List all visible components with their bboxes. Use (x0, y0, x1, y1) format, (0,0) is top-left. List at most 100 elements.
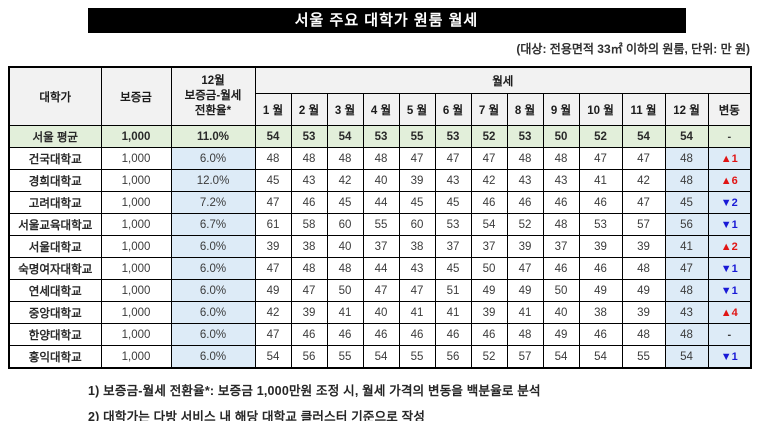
rent-month-11: 48 (621, 323, 666, 346)
month-header-3: 3 월 (326, 93, 364, 126)
rent-month-7: 39 (470, 301, 508, 324)
footnote-1: 1) 보증금-월세 전환율*: 보증금 1,000만원 조정 시, 월세 가격의… (88, 384, 541, 398)
change-down-indicator: ▼1 (720, 350, 738, 363)
conversion-rate-value: 7.2% (170, 191, 256, 214)
month-header-1: 1 월 (254, 93, 292, 126)
conversion-header-line: 전환율* (194, 104, 232, 117)
conversion-rate-value: 6.0% (170, 323, 256, 346)
change-cell: ▲6 (707, 169, 752, 192)
rent-month-4: 40 (362, 301, 400, 324)
deposit-value: 1,000 (100, 213, 172, 236)
change-cell: - (707, 125, 752, 148)
rent-month-6: 53 (434, 213, 472, 236)
rent-month-7: 47 (470, 147, 508, 170)
rent-month-8: 41 (506, 301, 544, 324)
rent-month-6: 41 (434, 301, 472, 324)
conversion-header-line: 12월 (201, 75, 225, 88)
rent-month-9: 46 (542, 257, 580, 280)
rent-month-5: 45 (398, 191, 436, 214)
rent-month-4: 47 (362, 279, 400, 302)
rent-month-7: 37 (470, 235, 508, 258)
conversion-rate-value: 11.0% (170, 125, 256, 148)
change-cell: ▲2 (707, 235, 752, 258)
deposit-value: 1,000 (100, 191, 172, 214)
conversion-rate-value: 6.0% (170, 279, 256, 302)
rent-month-1: 39 (254, 235, 292, 258)
month-header-5: 5 월 (398, 93, 436, 126)
subtitle: (대상: 전용면적 33㎡ 이하의 원룸, 단위: 만 원) (516, 42, 750, 56)
university-name: 경희대학교 (8, 169, 102, 192)
university-name: 고려대학교 (8, 191, 102, 214)
rent-month-8: 47 (506, 257, 544, 280)
rent-month-9: 49 (542, 323, 580, 346)
rent-month-5: 55 (398, 345, 436, 369)
rent-month-2: 39 (290, 301, 328, 324)
change-down-indicator: ▼2 (720, 196, 738, 209)
rent-month-1: 47 (254, 257, 292, 280)
deposit-value: 1,000 (100, 301, 172, 324)
conversion-rate-value: 12.0% (170, 169, 256, 192)
rent-month-10: 38 (578, 301, 623, 324)
col-header-conversion-rate: 12월 보증금-월세 전환율* (170, 66, 256, 126)
rent-month-8: 43 (506, 169, 544, 192)
rent-month-2: 58 (290, 213, 328, 236)
table-row: 홍익대학교 1,000 6.0% 54 56 55 54 55 56 52 57 54 54 55 54 ▼1 (8, 345, 752, 369)
rent-month-6: 45 (434, 257, 472, 280)
rent-month-8: 48 (506, 147, 544, 170)
rent-month-2: 46 (290, 191, 328, 214)
table-row: 중앙대학교 1,000 6.0% 42 39 41 40 41 41 39 41 40 38 39 43 ▲4 (8, 301, 752, 324)
rent-month-3: 54 (326, 125, 364, 148)
rent-month-4: 44 (362, 257, 400, 280)
rent-month-1: 45 (254, 169, 292, 192)
rent-month-12: 47 (664, 257, 709, 280)
rent-month-1: 42 (254, 301, 292, 324)
rent-month-1: 54 (254, 125, 292, 148)
rent-month-10: 52 (578, 125, 623, 148)
rent-month-8: 57 (506, 345, 544, 369)
rent-month-12: 48 (664, 279, 709, 302)
conversion-header-line: 보증금-월세 (184, 90, 242, 103)
rent-month-2: 46 (290, 323, 328, 346)
rent-month-1: 54 (254, 345, 292, 369)
rent-month-10: 49 (578, 279, 623, 302)
rent-month-10: 41 (578, 169, 623, 192)
rent-month-5: 60 (398, 213, 436, 236)
month-header-7: 7 월 (470, 93, 508, 126)
col-header-university: 대학가 (8, 66, 102, 126)
rent-month-7: 46 (470, 323, 508, 346)
rent-month-9: 50 (542, 125, 580, 148)
rent-month-4: 48 (362, 147, 400, 170)
rent-month-11: 48 (621, 257, 666, 280)
table-row: 서울대학교 1,000 6.0% 39 38 40 37 38 37 37 39 37 39 39 41 ▲2 (8, 235, 752, 258)
rent-month-11: 47 (621, 147, 666, 170)
rent-month-2: 38 (290, 235, 328, 258)
university-name: 홍익대학교 (8, 345, 102, 369)
month-header-12: 12 월 (664, 93, 709, 126)
rent-month-7: 52 (470, 345, 508, 369)
change-cell: ▼2 (707, 191, 752, 214)
rent-month-4: 54 (362, 345, 400, 369)
conversion-rate-value: 6.0% (170, 301, 256, 324)
rent-month-4: 44 (362, 191, 400, 214)
rent-month-9: 43 (542, 169, 580, 192)
university-name: 건국대학교 (8, 147, 102, 170)
rent-month-8: 53 (506, 125, 544, 148)
change-cell: - (707, 323, 752, 346)
change-down-indicator: ▼1 (720, 218, 738, 231)
deposit-value: 1,000 (100, 235, 172, 258)
rent-month-3: 48 (326, 257, 364, 280)
rent-month-8: 46 (506, 191, 544, 214)
rent-month-1: 47 (254, 323, 292, 346)
col-header-monthly-rent-group: 월세 (254, 66, 752, 94)
deposit-value: 1,000 (100, 147, 172, 170)
table-row: 서울교육대학교 1,000 6.7% 61 58 60 55 60 53 54 52 48 53 57 56… (8, 213, 752, 236)
rent-month-6: 56 (434, 345, 472, 369)
university-name: 서울 평균 (8, 125, 102, 148)
rent-month-8: 48 (506, 323, 544, 346)
rent-month-11: 39 (621, 301, 666, 324)
conversion-rate-value: 6.0% (170, 257, 256, 280)
rent-month-3: 42 (326, 169, 364, 192)
table-row: 숙명여자대학교 1,000 6.0% 47 48 48 44 43 45 50 47 46 46 48 47… (8, 257, 752, 280)
deposit-value: 1,000 (100, 169, 172, 192)
rent-month-3: 55 (326, 345, 364, 369)
